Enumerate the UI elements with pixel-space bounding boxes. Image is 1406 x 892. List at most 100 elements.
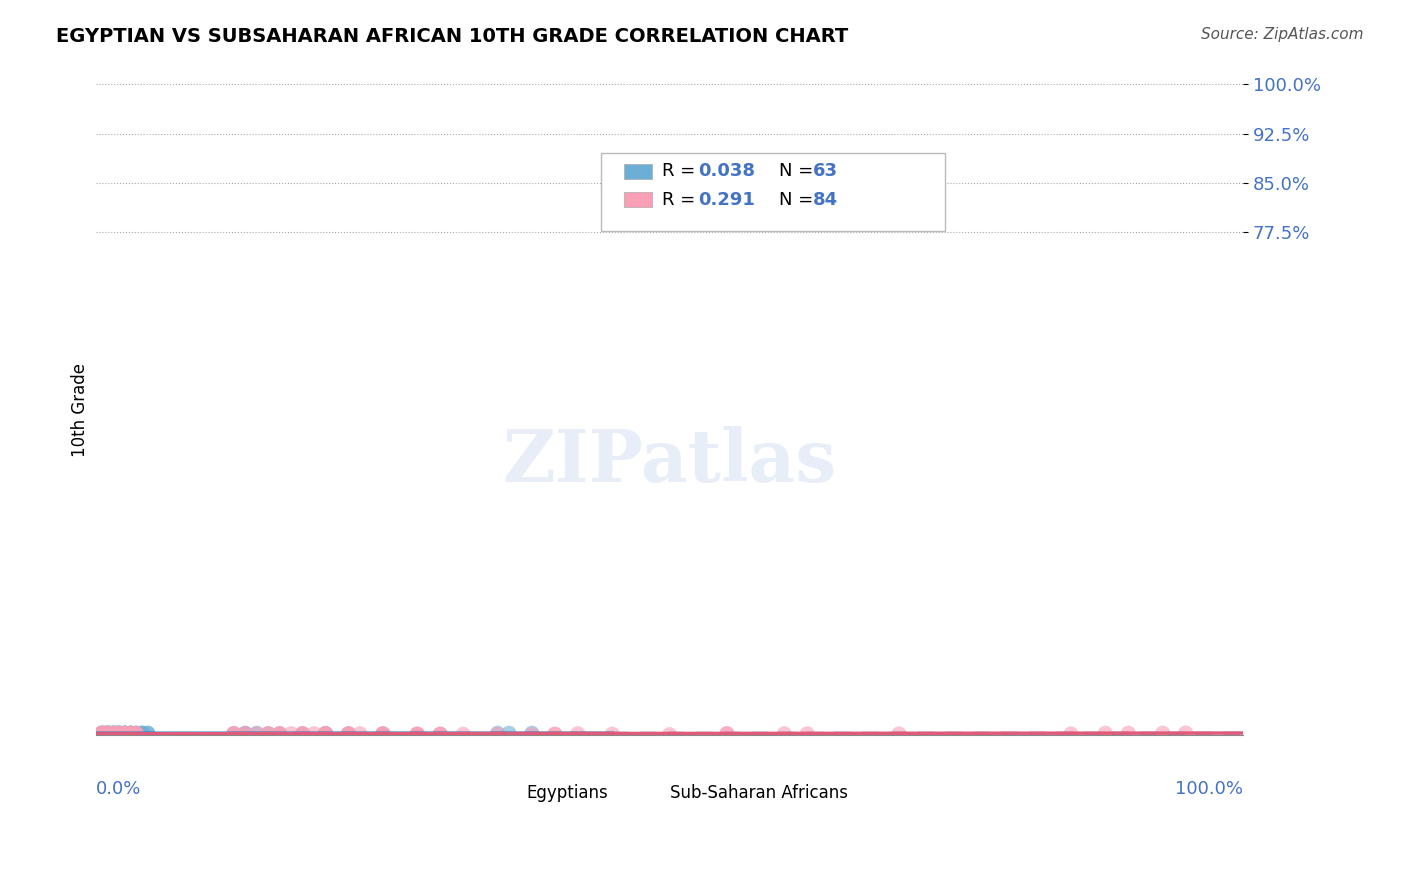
- Point: [114, 727, 136, 741]
- Point: [291, 727, 314, 741]
- Point: [98, 726, 121, 740]
- Text: N =: N =: [779, 162, 818, 180]
- Point: [371, 727, 394, 741]
- Point: [406, 727, 429, 741]
- Point: [114, 726, 136, 740]
- Point: [371, 727, 394, 741]
- Point: [103, 726, 125, 740]
- Point: [105, 726, 128, 740]
- Point: [1060, 727, 1083, 741]
- Point: [114, 726, 136, 740]
- Point: [90, 726, 112, 740]
- Point: [105, 726, 128, 740]
- Point: [103, 726, 125, 740]
- Point: [120, 726, 142, 740]
- Point: [136, 726, 159, 740]
- Point: [125, 726, 148, 740]
- Point: [120, 726, 142, 740]
- Point: [131, 726, 153, 740]
- Text: N =: N =: [779, 191, 818, 209]
- Point: [406, 727, 429, 741]
- Point: [90, 726, 112, 740]
- Point: [269, 727, 291, 741]
- Point: [108, 726, 131, 740]
- Point: [233, 727, 256, 741]
- Point: [125, 726, 148, 740]
- Point: [108, 726, 131, 740]
- Text: 0.0%: 0.0%: [96, 780, 142, 798]
- Point: [97, 726, 120, 740]
- Point: [658, 728, 681, 742]
- Text: 0.038: 0.038: [699, 162, 755, 180]
- Point: [233, 726, 256, 740]
- Point: [97, 726, 120, 740]
- Point: [486, 726, 509, 740]
- Point: [103, 726, 125, 740]
- Point: [114, 727, 136, 741]
- Point: [90, 726, 112, 740]
- Point: [315, 727, 337, 741]
- Text: R =: R =: [662, 162, 700, 180]
- Point: [233, 726, 256, 740]
- Point: [94, 726, 117, 740]
- Text: EGYPTIAN VS SUBSAHARAN AFRICAN 10TH GRADE CORRELATION CHART: EGYPTIAN VS SUBSAHARAN AFRICAN 10TH GRAD…: [56, 27, 848, 45]
- Point: [90, 726, 112, 740]
- Point: [315, 726, 337, 740]
- Text: 0.291: 0.291: [699, 191, 755, 209]
- Point: [315, 727, 337, 741]
- Point: [291, 727, 314, 741]
- Point: [337, 726, 360, 740]
- Point: [108, 727, 131, 741]
- Point: [406, 727, 429, 741]
- Point: [94, 726, 117, 740]
- Point: [103, 727, 125, 741]
- Text: ZIPatlas: ZIPatlas: [502, 426, 837, 497]
- Point: [302, 727, 325, 741]
- Point: [773, 727, 796, 741]
- Point: [429, 727, 451, 741]
- Point: [371, 727, 394, 741]
- Bar: [486, 787, 515, 801]
- Point: [136, 726, 159, 740]
- Point: [1152, 726, 1174, 740]
- Point: [90, 726, 112, 740]
- Point: [108, 726, 131, 740]
- Point: [97, 727, 120, 741]
- Point: [108, 726, 131, 740]
- Point: [105, 726, 128, 740]
- Point: [269, 727, 291, 741]
- Point: [90, 726, 112, 740]
- Point: [716, 727, 738, 741]
- Point: [120, 726, 142, 740]
- Point: [103, 727, 125, 741]
- Point: [94, 726, 117, 740]
- Point: [103, 727, 125, 741]
- Point: [114, 726, 136, 740]
- Point: [520, 728, 543, 742]
- Bar: [624, 164, 652, 178]
- Point: [103, 726, 125, 740]
- Point: [108, 727, 131, 741]
- Point: [222, 727, 245, 741]
- Text: 100.0%: 100.0%: [1175, 780, 1243, 798]
- Point: [269, 727, 291, 741]
- Point: [222, 726, 245, 740]
- Point: [114, 726, 136, 740]
- Point: [337, 727, 360, 741]
- Point: [103, 726, 125, 740]
- Point: [544, 727, 567, 741]
- Point: [337, 727, 360, 741]
- Point: [349, 727, 371, 741]
- Point: [97, 726, 120, 740]
- Point: [94, 727, 117, 741]
- Point: [257, 726, 280, 740]
- Point: [337, 727, 360, 741]
- Point: [222, 727, 245, 741]
- Point: [98, 726, 121, 740]
- Point: [125, 726, 148, 740]
- Text: Egyptians: Egyptians: [526, 784, 607, 803]
- Point: [98, 727, 121, 741]
- Point: [114, 726, 136, 740]
- Point: [125, 726, 148, 740]
- Point: [246, 726, 269, 740]
